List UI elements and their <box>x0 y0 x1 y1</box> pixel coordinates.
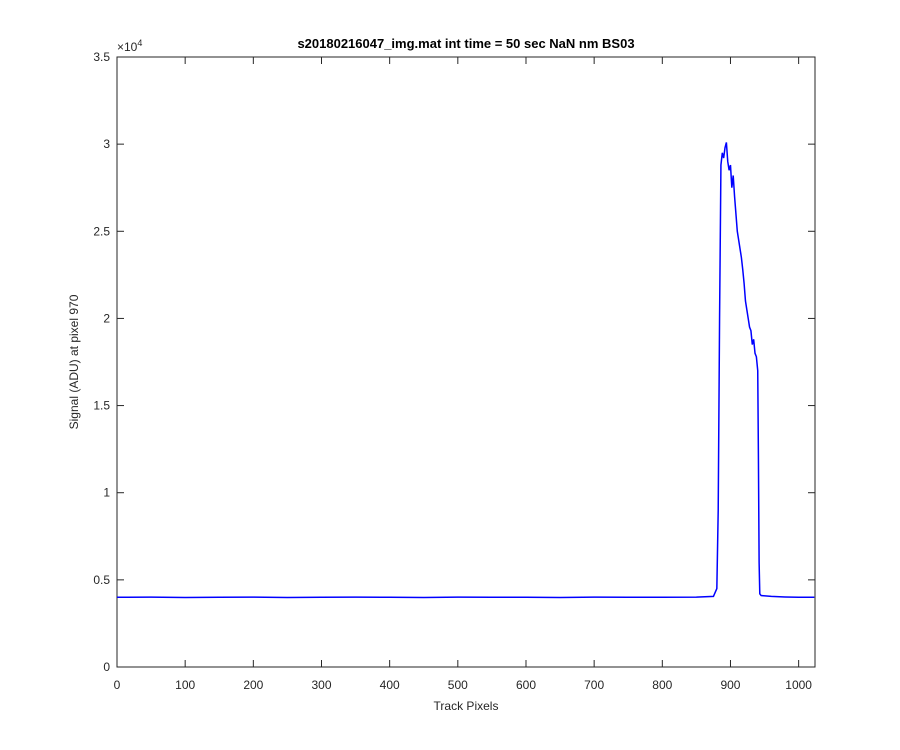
x-tick-label: 300 <box>311 678 331 692</box>
y-multiplier: ×104 <box>117 38 142 54</box>
y-tick-label: 3 <box>103 137 110 151</box>
x-tick-label: 600 <box>516 678 536 692</box>
x-tick-label: 400 <box>380 678 400 692</box>
x-tick-label: 900 <box>720 678 740 692</box>
plot-box <box>116 56 816 668</box>
x-tick-label: 800 <box>652 678 672 692</box>
x-tick-label: 1000 <box>785 678 812 692</box>
y-axis-label: Signal (ADU) at pixel 970 <box>67 294 81 429</box>
x-tick-label: 100 <box>175 678 195 692</box>
x-tick-label: 0 <box>114 678 121 692</box>
y-tick-label: 0 <box>103 660 110 674</box>
x-tick-label: 500 <box>448 678 468 692</box>
y-tick-label: 2.5 <box>93 224 110 238</box>
y-tick-label: 1.5 <box>93 399 110 413</box>
x-tick-label: 700 <box>584 678 604 692</box>
y-multiplier-exponent: 4 <box>137 38 142 48</box>
y-tick-label: 3.5 <box>93 50 110 64</box>
x-tick-label: 200 <box>243 678 263 692</box>
y-tick-label: 1 <box>103 486 110 500</box>
data-line <box>116 142 815 599</box>
y-tick-label: 2 <box>103 311 110 325</box>
chart-title: s20180216047_img.mat int time = 50 sec N… <box>297 36 634 51</box>
y-tick-label: 0.5 <box>93 573 110 587</box>
y-multiplier-base: ×10 <box>117 40 138 54</box>
x-axis-label: Track Pixels <box>434 699 499 713</box>
